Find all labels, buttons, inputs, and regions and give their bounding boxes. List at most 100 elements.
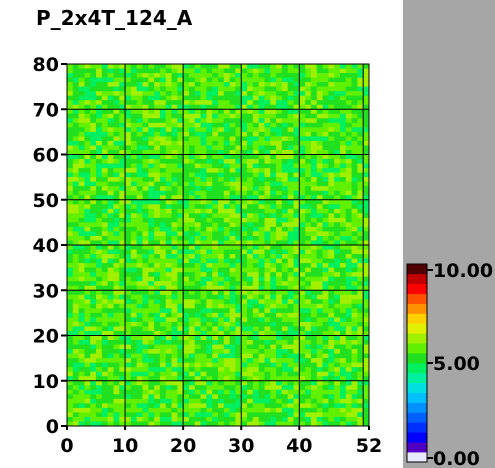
heatmap-cell	[177, 326, 184, 332]
heatmap-cell	[310, 231, 318, 237]
heatmap-cell	[125, 163, 132, 169]
heatmap-cell	[67, 308, 74, 314]
colorbar-swatch	[407, 412, 427, 423]
heatmap-cell	[67, 231, 74, 237]
heatmap-cell	[229, 407, 236, 413]
heatmap-cell	[218, 412, 225, 418]
heatmap-cell	[212, 86, 219, 92]
heatmap-cell	[67, 349, 74, 354]
heatmap-cell	[101, 267, 109, 273]
heatmap-cell	[322, 263, 329, 269]
heatmap-cell	[351, 168, 358, 173]
heatmap-cell	[96, 308, 103, 314]
heatmap-cell	[125, 412, 132, 418]
heatmap-cell	[136, 77, 143, 83]
heatmap-cell	[305, 317, 312, 323]
heatmap-cell	[339, 222, 347, 228]
heatmap-cell	[345, 240, 352, 246]
heatmap-cell	[241, 317, 248, 323]
heatmap-cell	[299, 245, 306, 250]
heatmap-cell	[351, 317, 358, 323]
heatmap-cell	[229, 222, 236, 228]
heatmap-cell	[363, 195, 370, 201]
heatmap-cell	[334, 168, 341, 173]
heatmap-cell	[229, 231, 236, 237]
heatmap-cell	[119, 407, 126, 413]
heatmap-cell	[235, 222, 242, 228]
heatmap-cell	[84, 294, 91, 300]
heatmap-cell	[357, 353, 364, 359]
heatmap-cell	[200, 172, 207, 178]
heatmap-cell	[363, 349, 370, 354]
heatmap-cell	[252, 308, 260, 314]
heatmap-cell	[223, 168, 231, 173]
heatmap-cell	[270, 344, 277, 350]
heatmap-cell	[119, 389, 126, 395]
heatmap-cell	[159, 172, 167, 178]
heatmap-cell	[142, 149, 149, 155]
heatmap-cell	[305, 394, 312, 400]
heatmap-cell	[229, 403, 236, 409]
heatmap-cell	[334, 77, 341, 83]
heatmap-cell	[305, 226, 312, 232]
heatmap-cell	[90, 217, 97, 223]
heatmap-cell	[229, 73, 236, 78]
heatmap-cell	[84, 276, 91, 282]
heatmap-cell	[154, 263, 161, 269]
heatmap-cell	[270, 68, 277, 74]
heatmap-cell	[229, 95, 236, 101]
heatmap-cell	[305, 308, 312, 314]
heatmap-cell	[345, 95, 352, 101]
heatmap-cell	[165, 358, 172, 364]
heatmap-cell	[328, 362, 335, 368]
heatmap-cell	[247, 367, 254, 373]
heatmap-cell	[188, 159, 196, 164]
heatmap-cell	[188, 199, 196, 205]
heatmap-cell	[293, 380, 300, 386]
heatmap-cell	[78, 199, 85, 205]
heatmap-cell	[119, 190, 126, 196]
heatmap-cell	[136, 299, 143, 305]
heatmap-cell	[270, 335, 277, 341]
heatmap-cell	[276, 168, 283, 173]
heatmap-cell	[241, 149, 248, 155]
heatmap-cell	[200, 407, 207, 413]
heatmap-cell	[194, 385, 201, 391]
heatmap-cell	[159, 335, 167, 341]
heatmap-cell	[264, 335, 271, 341]
heatmap-cell	[107, 195, 114, 201]
heatmap-cell	[130, 421, 138, 427]
heatmap-cell	[252, 349, 260, 354]
heatmap-cell	[148, 127, 155, 133]
heatmap-cell	[148, 371, 155, 377]
heatmap-cell	[78, 321, 85, 327]
heatmap-cell	[276, 208, 283, 214]
heatmap-cell	[165, 294, 172, 300]
heatmap-cell	[206, 163, 213, 169]
heatmap-cell	[142, 77, 149, 83]
heatmap-cell	[241, 312, 248, 318]
heatmap-cell	[223, 371, 231, 377]
heatmap-cell	[363, 190, 370, 196]
heatmap-cell	[281, 118, 289, 124]
heatmap-cell	[247, 149, 254, 155]
heatmap-cell	[206, 113, 213, 119]
heatmap-cell	[316, 204, 323, 210]
heatmap-cell	[148, 140, 155, 146]
heatmap-cell	[78, 407, 85, 413]
heatmap-cell	[136, 317, 143, 323]
heatmap-cell	[322, 217, 329, 223]
heatmap-cell	[136, 186, 143, 192]
heatmap-cell	[235, 159, 242, 164]
heatmap-cell	[119, 276, 126, 282]
heatmap-cell	[247, 235, 254, 241]
heatmap-cell	[183, 104, 190, 110]
heatmap-cell	[154, 73, 161, 78]
heatmap-cell	[90, 122, 97, 128]
heatmap-cell	[276, 240, 283, 246]
heatmap-cell	[171, 186, 178, 192]
heatmap-cell	[345, 109, 352, 115]
heatmap-cell	[363, 149, 370, 155]
heatmap-cell	[194, 308, 201, 314]
heatmap-cell	[281, 272, 289, 278]
